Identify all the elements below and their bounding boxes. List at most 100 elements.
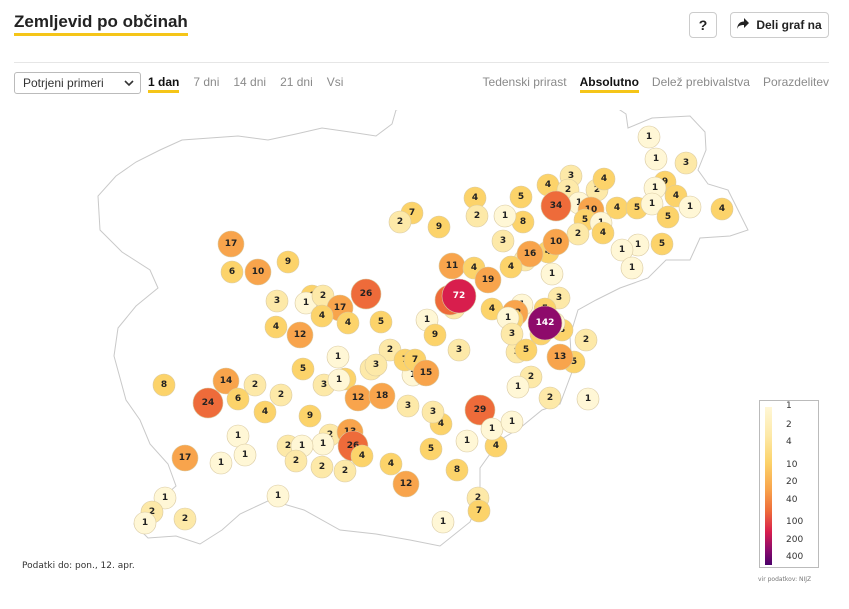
municipality-area[interactable] (493, 204, 517, 228)
municipality-area[interactable] (133, 511, 157, 535)
municipality-area[interactable] (243, 373, 267, 397)
municipality-area[interactable] (480, 417, 504, 441)
municipality-area[interactable] (516, 240, 544, 268)
municipality-area[interactable] (192, 387, 224, 419)
municipality-area[interactable] (592, 167, 616, 191)
municipality-area[interactable] (474, 266, 502, 294)
municipality-area[interactable] (173, 507, 197, 531)
tab-vsi[interactable]: Vsi (326, 75, 344, 89)
municipality-area[interactable] (298, 404, 322, 428)
municipality-area[interactable] (527, 305, 563, 341)
municipality-area[interactable] (396, 394, 420, 418)
municipality-area[interactable] (212, 367, 240, 395)
municipality-area[interactable] (336, 311, 360, 335)
tab-tedenski-prirast[interactable]: Tedenski prirast (482, 75, 567, 89)
municipality-area[interactable] (412, 359, 440, 387)
municipality-area[interactable] (264, 315, 288, 339)
municipality-area[interactable] (350, 444, 374, 468)
municipality-area[interactable] (152, 373, 176, 397)
municipality-area[interactable] (491, 229, 515, 253)
municipality-area[interactable] (546, 343, 574, 371)
municipality-area[interactable] (244, 258, 272, 286)
municipality-area[interactable] (441, 278, 477, 314)
municipality-area[interactable] (610, 238, 634, 262)
municipality-area[interactable] (431, 510, 455, 534)
municipality-area[interactable] (566, 222, 590, 246)
municipality-area[interactable] (350, 278, 382, 310)
municipality-area[interactable] (542, 228, 570, 256)
municipality-area[interactable] (509, 185, 533, 209)
municipality-area[interactable] (540, 190, 572, 222)
help-button[interactable]: ? (689, 12, 717, 38)
municipality-area[interactable] (217, 230, 245, 258)
municipality-area[interactable] (540, 262, 564, 286)
municipality-area[interactable] (500, 410, 524, 434)
municipality-area[interactable] (153, 486, 177, 510)
municipality-area[interactable] (637, 125, 661, 149)
municipality-area[interactable] (455, 429, 479, 453)
municipality-area[interactable] (427, 215, 451, 239)
municipality-area[interactable] (464, 394, 496, 426)
municipality-area[interactable] (326, 345, 350, 369)
tab-21-dni[interactable]: 21 dni (280, 75, 313, 89)
municipality-area[interactable] (465, 204, 489, 228)
municipality-area[interactable] (674, 151, 698, 175)
municipality-area[interactable] (291, 357, 315, 381)
municipality-area[interactable] (576, 387, 600, 411)
municipality-area[interactable] (276, 250, 300, 274)
municipality-area[interactable] (379, 452, 403, 476)
municipality-area[interactable] (574, 328, 598, 352)
tab-delez-prebivalstva[interactable]: Delež prebivalstva (651, 75, 750, 89)
municipality-area[interactable] (269, 383, 293, 407)
municipality-area[interactable] (506, 375, 530, 399)
municipality-value-label: 7 (412, 355, 418, 365)
municipality-value-label: 1 (649, 199, 655, 209)
municipality-area[interactable] (284, 449, 308, 473)
tab-1-dan[interactable]: 1 dan (148, 75, 180, 93)
tab-14-dni[interactable]: 14 dni (233, 75, 267, 89)
municipality-area[interactable] (266, 484, 290, 508)
municipality-area[interactable] (710, 197, 734, 221)
municipality-area[interactable] (392, 470, 420, 498)
legend-tick: 200 (786, 535, 804, 545)
municipality-area[interactable] (286, 321, 314, 349)
municipality-area[interactable] (253, 400, 277, 424)
municipality-area[interactable] (500, 322, 524, 346)
municipality-area[interactable] (467, 499, 491, 523)
municipality-area[interactable] (364, 353, 388, 377)
municipality-area[interactable] (421, 400, 445, 424)
municipality-area[interactable] (514, 338, 538, 362)
share-button[interactable]: Deli graf na (730, 12, 829, 38)
municipality-area[interactable] (419, 437, 443, 461)
municipality-area[interactable] (447, 338, 471, 362)
municipality-area[interactable] (209, 451, 233, 475)
measure-select[interactable]: Potrjeni primeri (14, 72, 141, 94)
tab-porazdelitev[interactable]: Porazdelitev (762, 75, 829, 89)
municipality-area[interactable] (644, 147, 668, 171)
municipality-area[interactable] (265, 289, 289, 313)
municipality-area[interactable] (220, 260, 244, 284)
municipality-area[interactable] (368, 382, 396, 410)
municipality-area[interactable] (538, 386, 562, 410)
municipality-area[interactable] (445, 458, 469, 482)
municipality-area[interactable] (499, 255, 523, 279)
municipality-area[interactable] (327, 368, 351, 392)
municipality-area[interactable] (171, 444, 199, 472)
municipality-area[interactable] (388, 210, 412, 234)
tab-absolutno[interactable]: Absolutno (579, 75, 639, 93)
municipality-area[interactable] (226, 387, 250, 411)
tab-7-dni[interactable]: 7 dni (193, 75, 220, 89)
municipality-area[interactable] (333, 459, 357, 483)
municipality-area[interactable] (310, 455, 334, 479)
municipality-area[interactable] (640, 192, 664, 216)
municipality-area[interactable] (656, 205, 680, 229)
municipality-area[interactable] (233, 443, 257, 467)
municipality-area[interactable] (591, 221, 615, 245)
municipality-area[interactable] (678, 195, 702, 219)
municipality-area[interactable] (310, 304, 334, 328)
municipality-area[interactable] (650, 232, 674, 256)
municipality-area[interactable] (369, 310, 393, 334)
municipality-area[interactable] (423, 323, 447, 347)
municipality-area[interactable] (620, 256, 644, 280)
municipality-value-label: 1 (549, 269, 555, 279)
